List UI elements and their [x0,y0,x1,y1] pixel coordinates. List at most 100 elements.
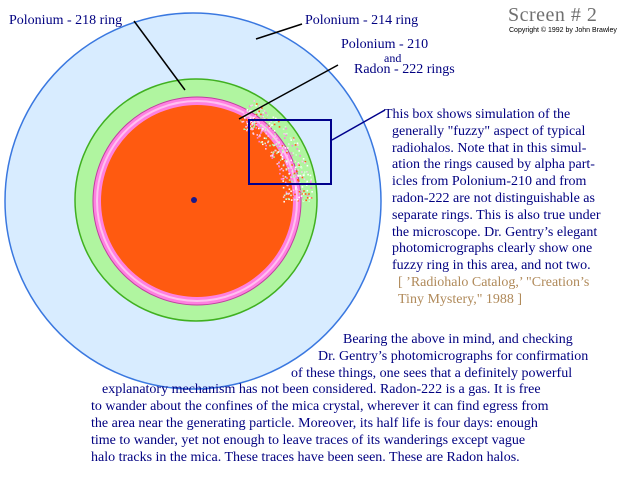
fuzz-speck [276,137,278,140]
fuzz-speck [303,174,305,177]
fuzz-speck [256,137,259,139]
fuzz-speck [295,166,298,168]
fuzz-speck [293,138,295,141]
fuzz-speck [280,178,283,180]
fuzz-speck [291,138,294,140]
fuzz-speck [282,145,285,148]
bottom-line: Dr. Gentry’s photomicrographs for confir… [318,348,589,364]
fuzz-speck [252,133,255,135]
fuzz-speck [308,193,310,195]
fuzz-speck [252,122,254,124]
fuzz-speck [246,125,249,127]
fuzz-speck [288,188,291,190]
fuzz-speck [298,190,301,193]
fuzz-speck [285,168,288,171]
fuzz-speck [279,159,282,162]
fuzz-speck [287,197,290,200]
screen-title: Screen # 2 [508,4,598,26]
fuzz-speck [290,177,293,180]
fuzz-speck [300,190,303,193]
fuzz-speck [272,151,275,153]
fuzz-speck [267,114,269,117]
fuzz-speck [266,124,268,127]
fuzz-speck [250,120,252,123]
sidebar-line: photomicrographs clearly show one [392,241,593,257]
fuzz-speck [296,170,298,173]
fuzz-speck [278,126,281,128]
fuzz-speck [291,144,294,147]
fuzz-speck [257,111,260,114]
fuzz-speck [278,133,280,135]
fuzz-speck [300,175,303,178]
fuzz-speck [283,200,285,203]
fuzz-speck [290,159,292,162]
sidebar-line: radon-222 are not distinguishable as [392,190,595,206]
fuzz-speck [265,128,267,131]
fuzz-speck [298,164,300,166]
fuzz-speck [290,134,292,136]
fuzz-speck [282,164,285,167]
fuzz-speck [294,168,297,170]
fuzz-speck [266,111,269,113]
fuzz-speck [298,172,301,175]
fuzz-speck [253,124,256,127]
fuzz-speck [301,196,303,199]
sidebar-explanation: This box shows simulation of the general… [384,107,601,309]
citation-line: Tiny Mystery," 1988 ] [398,291,523,307]
bottom-line: of these things, one sees that a definit… [291,365,573,381]
fuzz-speck [297,175,300,177]
fuzz-speck [246,122,249,125]
fuzz-speck [295,154,297,156]
fuzz-speck [282,196,285,198]
fuzz-speck [301,176,304,179]
fuzz-speck [291,176,294,178]
fuzz-speck [241,121,244,123]
fuzz-speck [294,173,297,175]
fuzz-speck [297,174,299,176]
sidebar-line: This box shows simulation of the [384,107,571,122]
sidebar-line: generally "fuzzy" aspect of typical [392,123,586,139]
fuzz-speck [287,174,289,177]
po214-leader-line [255,23,303,40]
fuzz-speck [272,153,275,156]
fuzz-speck [281,155,284,158]
fuzz-speck [307,173,309,176]
fuzz-speck [278,165,280,167]
fuzz-speck [269,150,272,153]
fuzz-speck [300,167,303,169]
fuzz-speck [282,169,285,172]
fuzz-speck [249,125,252,127]
fuzz-speck [258,110,260,113]
fuzz-speck [269,125,272,128]
fuzz-speck [286,150,288,152]
fuzz-speck [271,154,274,156]
fuzz-speck [262,111,264,114]
fuzz-speck [279,145,281,148]
fuzz-speck [282,177,285,180]
fuzz-speck [246,110,249,112]
fuzz-speck [253,117,255,119]
fuzz-speck [296,142,299,145]
fuzz-speck [246,108,249,111]
fuzz-speck [295,188,297,190]
fuzz-speck [275,149,277,152]
fuzz-speck [292,137,295,139]
fuzz-speck [261,133,263,135]
fuzz-speck [244,128,246,130]
fuzz-speck [294,166,297,169]
fuzz-speck [278,120,280,123]
fuzz-speck [242,120,245,123]
fuzz-speck [265,144,267,147]
fuzz-speck [259,135,261,137]
fuzz-speck [255,104,257,107]
fuzz-speck [284,176,287,178]
po210-label-line3: Radon - 222 rings [354,62,455,77]
citation-line: [ ’Radiohalo Catalog,’ "Creation’s [398,274,590,290]
fuzz-speck [265,148,267,150]
fuzz-speck [263,134,265,137]
fuzz-speck [254,121,256,124]
fuzz-speck [275,117,277,120]
fuzz-speck [291,180,293,183]
fuzz-speck [264,142,266,145]
fuzz-speck [279,170,281,173]
